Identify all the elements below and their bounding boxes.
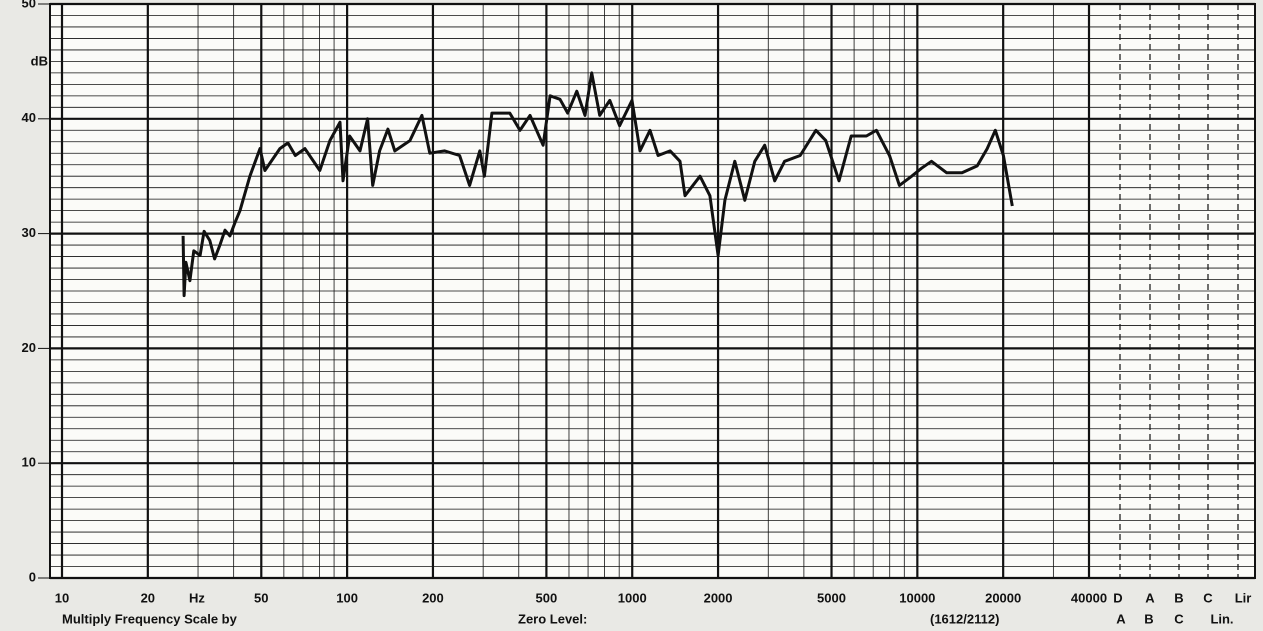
- y-tick-label: 40: [22, 110, 36, 125]
- y-tick-label: 30: [22, 225, 36, 240]
- x-tick-label: 1000: [618, 590, 647, 605]
- y-tick-label: 0: [29, 569, 36, 584]
- x-tick-label: 20000: [985, 590, 1021, 605]
- x-tick-label: 2000: [704, 590, 733, 605]
- x-tick-label: 10000: [899, 590, 935, 605]
- x-tick-label: 10: [55, 590, 69, 605]
- y-axis-label: dB: [31, 53, 48, 68]
- x-tick-label: 50: [254, 590, 268, 605]
- y-tick-label: 50: [22, 0, 36, 10]
- footer-mid: Zero Level:: [518, 611, 587, 626]
- y-tick-label: 20: [22, 340, 36, 355]
- weighting-label: Lin.: [1210, 611, 1233, 626]
- x-tick-label: 200: [422, 590, 444, 605]
- weighting-label: A: [1116, 611, 1126, 626]
- weighting-label: B: [1144, 611, 1153, 626]
- x-unit-label: Hz: [189, 590, 205, 605]
- footer-right: (1612/2112): [930, 611, 999, 626]
- x-tick-label: 5000: [817, 590, 846, 605]
- footer-left: Multiply Frequency Scale by: [62, 611, 238, 626]
- x-tick-label: 20: [141, 590, 155, 605]
- y-tick-label: 10: [22, 455, 36, 470]
- weighting-label: C: [1174, 611, 1184, 626]
- x-tick-label: 500: [536, 590, 558, 605]
- weighting-label: Lir: [1235, 590, 1252, 605]
- weighting-label: D: [1113, 590, 1122, 605]
- weighting-label: A: [1145, 590, 1155, 605]
- x-tick-label: 100: [336, 590, 358, 605]
- response-curve: [181, 71, 1014, 298]
- weighting-label: B: [1174, 590, 1183, 605]
- x-tick-label: 40000: [1071, 590, 1107, 605]
- weighting-label: C: [1203, 590, 1213, 605]
